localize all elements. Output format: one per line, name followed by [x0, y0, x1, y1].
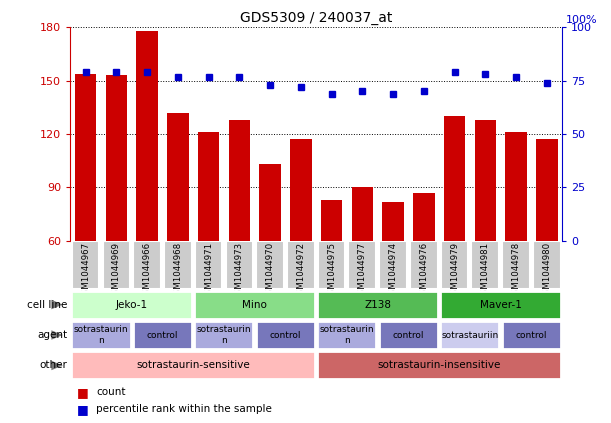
- Bar: [413, 193, 434, 241]
- Text: sotrastaurin
n: sotrastaurin n: [74, 325, 128, 345]
- Bar: [318, 241, 345, 289]
- Bar: [167, 113, 189, 241]
- Text: ■: ■: [76, 386, 88, 398]
- Bar: [382, 202, 404, 241]
- Bar: [379, 321, 438, 349]
- Bar: [502, 241, 530, 289]
- Text: GSM1044978: GSM1044978: [511, 242, 521, 300]
- Bar: [290, 140, 312, 241]
- Bar: [444, 116, 466, 241]
- Bar: [472, 241, 499, 289]
- Text: Z138: Z138: [364, 299, 391, 310]
- Text: GSM1044976: GSM1044976: [419, 242, 428, 300]
- Bar: [318, 291, 438, 319]
- Bar: [195, 241, 222, 289]
- Bar: [441, 321, 499, 349]
- Text: GSM1044975: GSM1044975: [327, 242, 336, 300]
- Bar: [71, 352, 315, 379]
- Bar: [536, 140, 557, 241]
- Bar: [194, 291, 315, 319]
- Text: control: control: [269, 330, 301, 340]
- Text: agent: agent: [37, 330, 67, 340]
- Text: GSM1044981: GSM1044981: [481, 242, 490, 300]
- Polygon shape: [51, 300, 63, 309]
- Bar: [410, 241, 437, 289]
- Bar: [256, 321, 315, 349]
- Bar: [505, 132, 527, 241]
- Bar: [351, 187, 373, 241]
- Text: sotrastaurin-sensitive: sotrastaurin-sensitive: [136, 360, 250, 371]
- Bar: [256, 241, 284, 289]
- Bar: [198, 132, 219, 241]
- Text: GDS5309 / 240037_at: GDS5309 / 240037_at: [240, 11, 392, 25]
- Text: GSM1044969: GSM1044969: [112, 242, 121, 300]
- Text: control: control: [393, 330, 424, 340]
- Text: sotrastaurin-insensitive: sotrastaurin-insensitive: [378, 360, 501, 371]
- Text: control: control: [147, 330, 178, 340]
- Bar: [321, 200, 342, 241]
- Bar: [287, 241, 315, 289]
- Text: GSM1044973: GSM1044973: [235, 242, 244, 300]
- Text: cell line: cell line: [27, 299, 67, 310]
- Text: count: count: [96, 387, 125, 397]
- Bar: [225, 241, 253, 289]
- Text: sotrastaurin
n: sotrastaurin n: [320, 325, 375, 345]
- Bar: [75, 74, 97, 241]
- Text: percentile rank within the sample: percentile rank within the sample: [96, 404, 272, 414]
- Text: GSM1044974: GSM1044974: [389, 242, 398, 300]
- Bar: [533, 241, 560, 289]
- Text: Jeko-1: Jeko-1: [115, 299, 148, 310]
- Bar: [71, 291, 192, 319]
- Bar: [71, 321, 131, 349]
- Bar: [133, 321, 192, 349]
- Text: Mino: Mino: [243, 299, 267, 310]
- Text: ■: ■: [76, 403, 88, 416]
- Text: other: other: [39, 360, 67, 371]
- Text: GSM1044980: GSM1044980: [542, 242, 551, 300]
- Bar: [133, 241, 161, 289]
- Bar: [475, 120, 496, 241]
- Text: control: control: [516, 330, 547, 340]
- Bar: [259, 164, 281, 241]
- Bar: [164, 241, 192, 289]
- Bar: [502, 321, 561, 349]
- Text: Maver-1: Maver-1: [480, 299, 522, 310]
- Bar: [136, 31, 158, 241]
- Polygon shape: [51, 361, 63, 370]
- Bar: [72, 241, 100, 289]
- Bar: [441, 241, 469, 289]
- Bar: [103, 241, 130, 289]
- Polygon shape: [51, 330, 63, 340]
- Bar: [379, 241, 407, 289]
- Text: sotrastaurin
n: sotrastaurin n: [197, 325, 251, 345]
- Text: GSM1044968: GSM1044968: [174, 242, 182, 300]
- Text: 100%: 100%: [566, 15, 598, 25]
- Text: GSM1044967: GSM1044967: [81, 242, 90, 300]
- Text: GSM1044977: GSM1044977: [358, 242, 367, 300]
- Text: sotrastauriin: sotrastauriin: [441, 330, 499, 340]
- Bar: [318, 321, 376, 349]
- Bar: [194, 321, 254, 349]
- Text: GSM1044970: GSM1044970: [266, 242, 274, 300]
- Bar: [318, 352, 561, 379]
- Bar: [106, 75, 127, 241]
- Text: GSM1044971: GSM1044971: [204, 242, 213, 300]
- Bar: [348, 241, 376, 289]
- Bar: [229, 120, 250, 241]
- Text: GSM1044966: GSM1044966: [142, 242, 152, 300]
- Bar: [441, 291, 561, 319]
- Text: GSM1044979: GSM1044979: [450, 242, 459, 300]
- Text: GSM1044972: GSM1044972: [296, 242, 306, 300]
